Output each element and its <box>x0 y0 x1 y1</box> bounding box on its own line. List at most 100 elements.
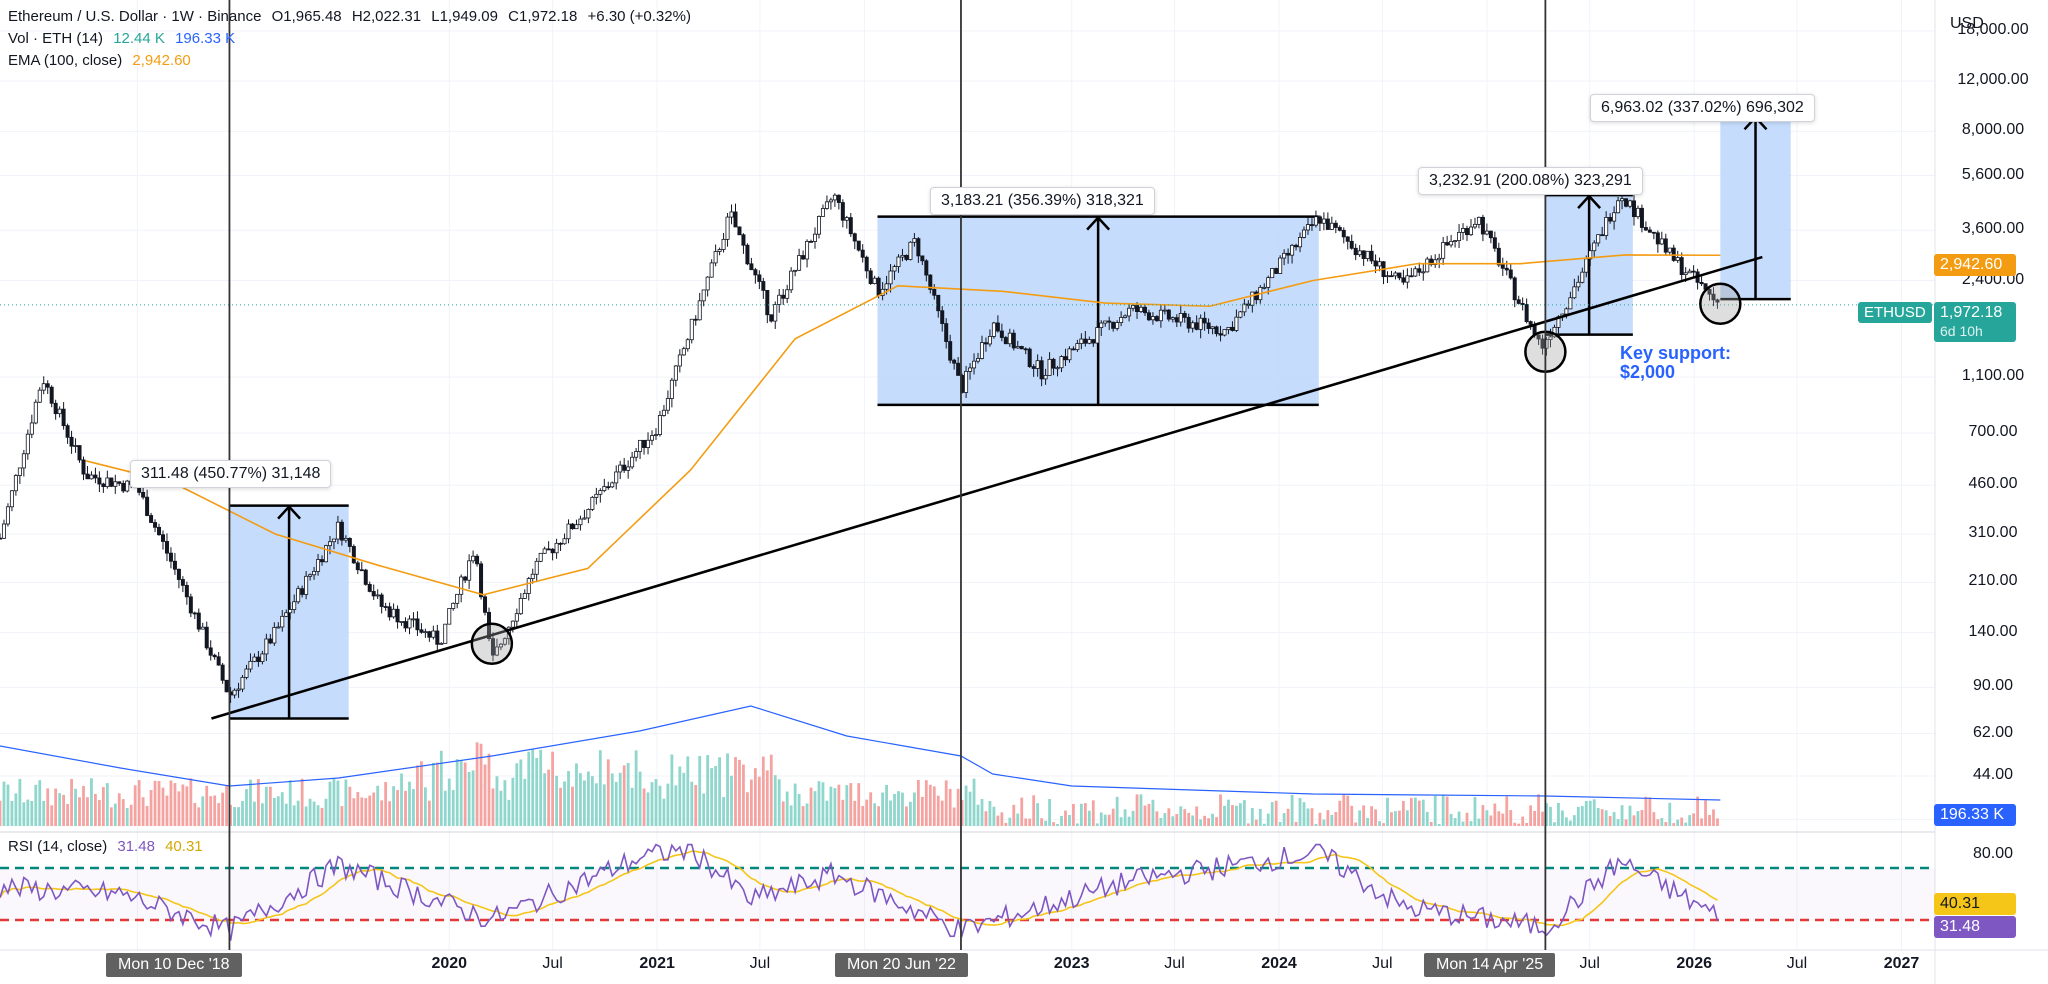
volume-bar <box>1640 810 1644 826</box>
candle-body <box>828 199 833 203</box>
candle-body <box>1373 260 1378 267</box>
candle-body <box>657 415 662 435</box>
volume-bar <box>1588 800 1592 826</box>
candle-body <box>1091 339 1096 344</box>
currency-label[interactable]: USD <box>1950 15 1984 32</box>
volume-bar <box>825 800 829 826</box>
volume-bar <box>300 778 304 826</box>
candle-body <box>212 654 217 658</box>
rsi-axis-label: 80.00 <box>1972 845 2014 862</box>
time-axis-label: Jul <box>1372 955 1393 972</box>
measure-label-2[interactable]: 3,183.21 (356.39%) 318,321 <box>930 187 1155 215</box>
candle-body <box>797 255 802 271</box>
volume-bar <box>1584 800 1588 826</box>
volume-bar <box>1580 806 1584 826</box>
candle-body <box>351 546 356 564</box>
candle-body <box>526 578 531 594</box>
measure-label-4[interactable]: 6,963.02 (337.02%) 696,302 <box>1590 94 1815 122</box>
candle-body <box>1480 216 1485 235</box>
volume-bar <box>988 800 992 826</box>
volume-bar <box>1175 814 1179 826</box>
candle-body <box>1051 358 1056 369</box>
volume-bar <box>861 805 865 826</box>
volume-bar <box>420 761 423 826</box>
candle-body <box>1234 316 1239 331</box>
legend-rsi-label[interactable]: RSI (14, close) <box>8 838 108 855</box>
crosshair-date-2: Mon 20 Jun '22 <box>835 953 968 977</box>
candle-body <box>339 521 344 541</box>
price-axis-label: 44.00 <box>1972 765 2014 783</box>
candle-body <box>1397 272 1402 279</box>
candle-body <box>765 289 770 316</box>
candle-body <box>1298 237 1303 248</box>
candle-body <box>661 409 666 416</box>
volume-bar <box>447 778 451 826</box>
volume-bar <box>881 792 884 826</box>
volume-bar <box>590 776 594 826</box>
volume-bar <box>960 799 964 826</box>
marker-circle-3 <box>1699 282 1742 325</box>
volume-bar <box>495 776 499 826</box>
candle-body <box>327 541 332 547</box>
candle-body <box>618 464 623 473</box>
candle-body <box>582 517 587 520</box>
candle-body <box>1107 320 1112 323</box>
time-axis-label: Jul <box>1164 955 1185 972</box>
candle-body <box>916 238 921 257</box>
candle-body <box>610 482 615 488</box>
volume-bar <box>1668 802 1672 826</box>
candle-body <box>1055 367 1060 370</box>
measure-label-1[interactable]: 311.48 (450.77%) 31,148 <box>130 460 332 488</box>
candle-body <box>411 618 416 621</box>
volume-bar <box>1612 812 1616 826</box>
candle-body <box>1365 250 1370 259</box>
volume-bar <box>1374 809 1377 826</box>
volume-bar <box>1012 804 1016 826</box>
candle-body <box>745 244 750 265</box>
volume-bar <box>702 793 706 826</box>
volume-bar <box>539 749 543 826</box>
volume-bar <box>722 797 725 826</box>
candle-body <box>363 569 368 585</box>
volume-bar <box>1274 800 1278 826</box>
candle-body <box>781 294 786 299</box>
candle-body <box>176 568 181 580</box>
volume-bar <box>1223 805 1226 826</box>
volume-bar <box>1199 819 1203 826</box>
candle-body <box>1095 327 1100 344</box>
candle-body <box>1449 240 1454 246</box>
support-note[interactable]: Key support: $2,000 <box>1620 344 1731 382</box>
candle-body <box>216 656 221 666</box>
volume-bar <box>857 783 861 826</box>
volume-bar <box>320 807 324 826</box>
volume-bar <box>1712 809 1715 826</box>
legend-rsi-ma-value: 40.31 <box>165 838 203 855</box>
volume-bar <box>372 792 376 826</box>
candle-body <box>721 238 726 250</box>
candle-body <box>697 300 702 321</box>
volume-bar <box>964 785 968 826</box>
legend-ema-label[interactable]: EMA (100, close) <box>8 52 123 69</box>
volume-bar <box>1429 821 1433 826</box>
volume-bar <box>463 762 467 826</box>
volume-bar <box>845 785 849 826</box>
legend-volume-label[interactable]: Vol · ETH (14) <box>8 30 104 47</box>
volume-bar <box>1596 807 1600 826</box>
legend-symbol[interactable]: Ethereum / U.S. Dollar · 1W · Binance <box>8 8 262 25</box>
volume-bar <box>1604 810 1608 826</box>
volume-bar <box>948 788 952 826</box>
candle-body <box>1250 291 1255 306</box>
candle-body <box>1305 224 1310 231</box>
candle-body <box>1202 317 1207 324</box>
candle-body <box>1635 207 1640 218</box>
candle-body <box>105 477 110 487</box>
volume-bar <box>1716 818 1719 826</box>
volume-bar <box>209 796 213 826</box>
measure-label-3[interactable]: 3,232.91 (200.08%) 323,291 <box>1418 167 1643 195</box>
volume-bar <box>1704 800 1707 826</box>
volume-bar <box>1298 797 1302 826</box>
volume-bar <box>1557 802 1560 826</box>
volume-bar <box>980 798 984 826</box>
candle-body <box>705 276 710 291</box>
